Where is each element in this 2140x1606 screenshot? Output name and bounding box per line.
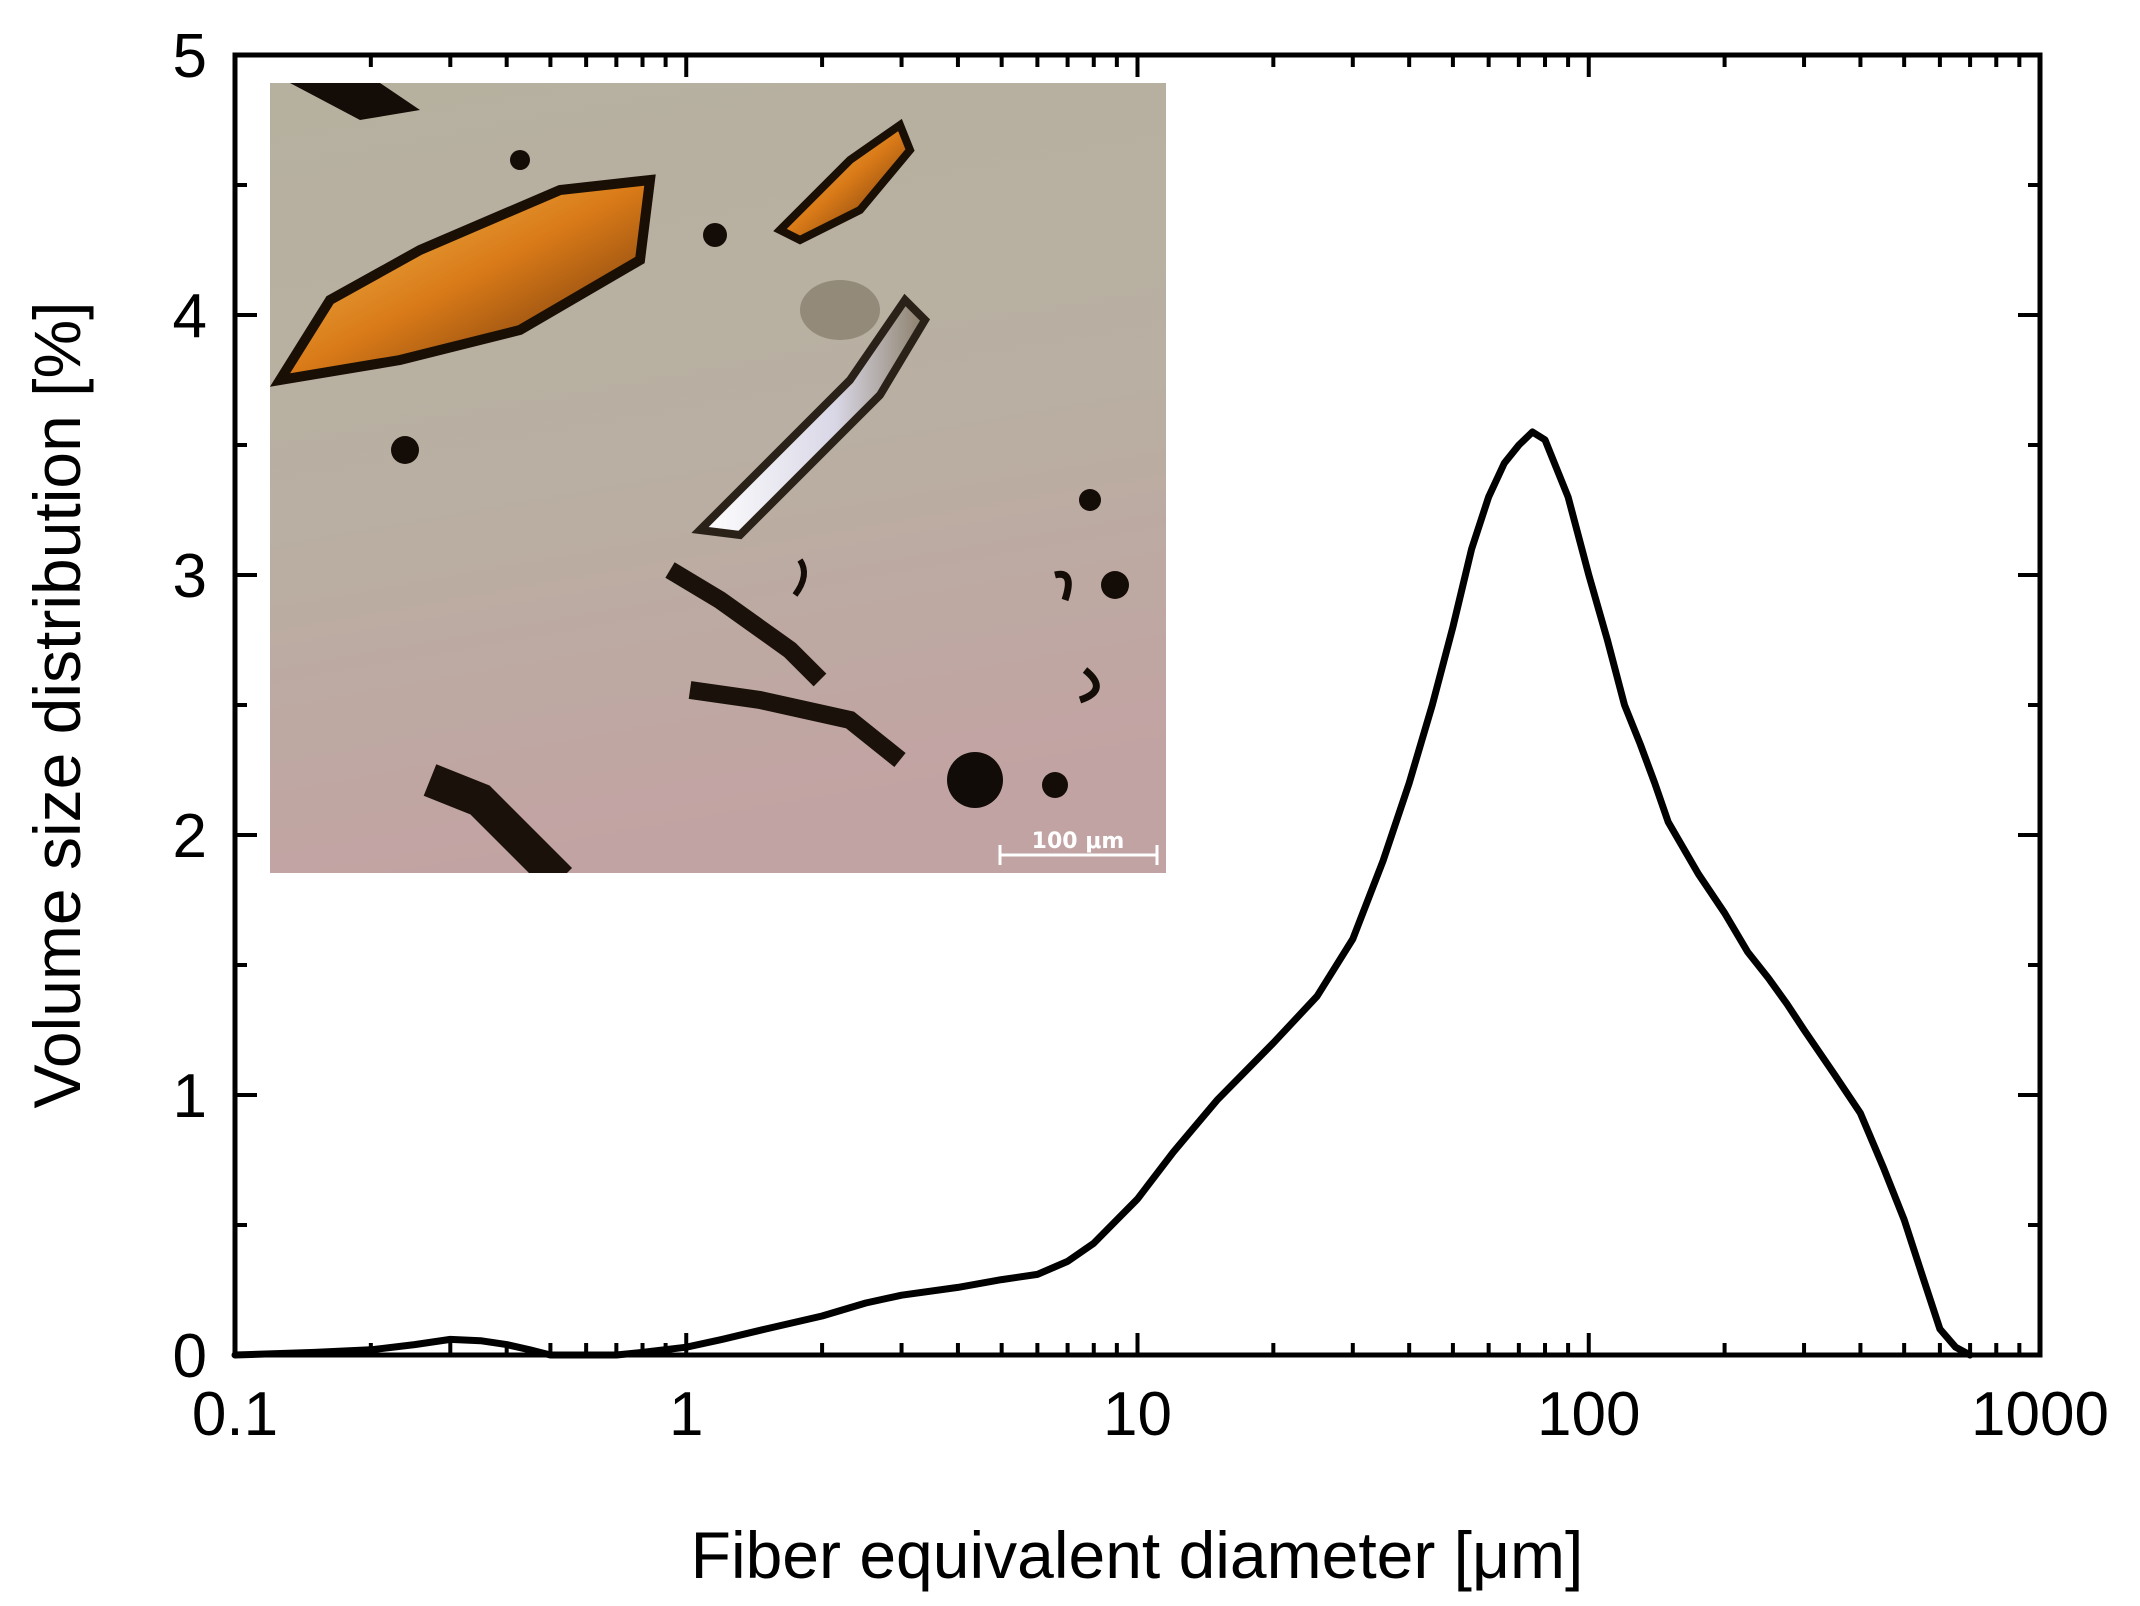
inset-scale-bar: 100 μm (998, 829, 1159, 865)
x-axis-title: Fiber equivalent diameter [μm] (691, 1518, 1584, 1592)
x-tick-labels: 0.1 1 10 100 1000 (192, 1380, 2109, 1449)
y-tick-label: 3 (173, 542, 207, 611)
x-tick-label: 1000 (1971, 1380, 2109, 1449)
axis-ticks (233, 53, 2042, 1357)
x-tick-label: 0.1 (192, 1380, 278, 1449)
y-tick-label: 4 (173, 282, 207, 351)
y-tick-label: 1 (173, 1062, 207, 1131)
y-tick-label: 0 (173, 1322, 207, 1391)
x-tick-label: 100 (1537, 1380, 1640, 1449)
y-axis-title: Volume size distribution [%] (20, 301, 94, 1108)
x-tick-label: 1 (669, 1380, 703, 1449)
y-tick-label: 5 (173, 22, 207, 91)
y-tick-label: 2 (173, 802, 207, 871)
micrograph-inset: 100 μm (270, 83, 1166, 873)
series-line (231, 428, 1974, 1359)
y-tick-labels: 0 1 2 3 4 5 (173, 22, 207, 1391)
inset-scale-bar-label: 100 μm (1032, 829, 1125, 854)
x-tick-label: 10 (1103, 1380, 1172, 1449)
